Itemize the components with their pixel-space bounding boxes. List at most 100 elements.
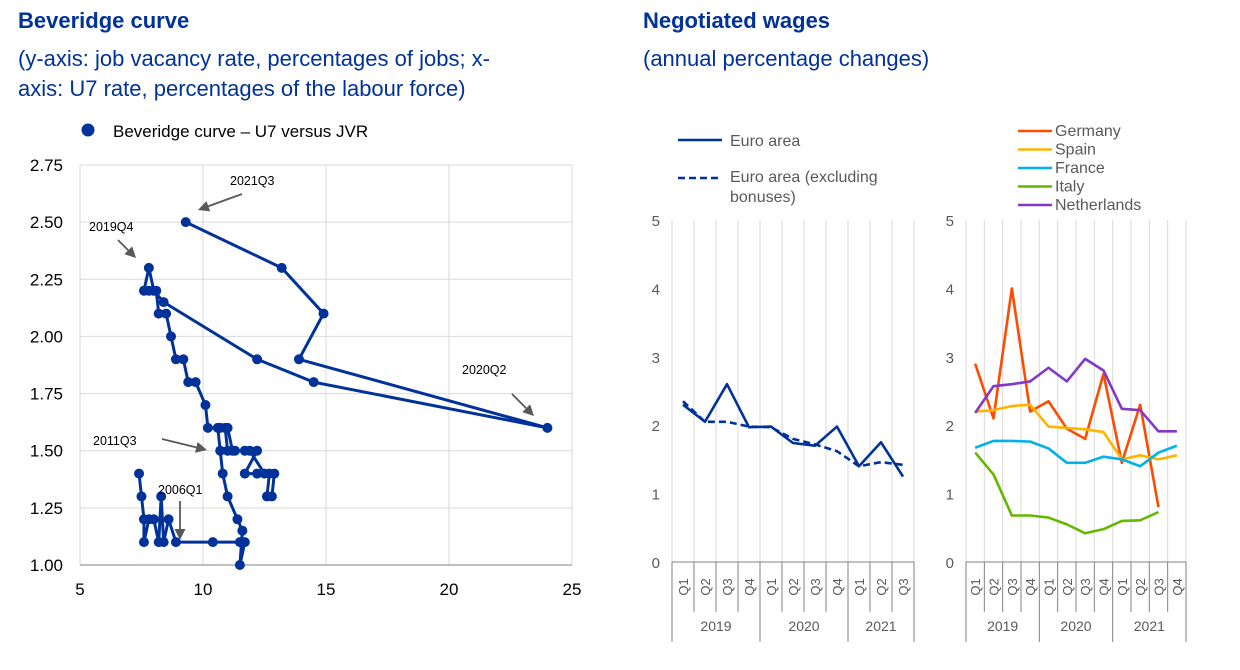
category-label: Q2 bbox=[987, 578, 1002, 595]
legend-label-euro-area: Euro area bbox=[730, 133, 800, 150]
beveridge-point bbox=[239, 537, 250, 548]
category-label: Q2 bbox=[1060, 578, 1075, 595]
beveridge-point bbox=[170, 354, 181, 365]
beveridge-point bbox=[202, 422, 213, 433]
series-line-italy bbox=[974, 451, 1160, 535]
wages-title: Negotiated wages bbox=[643, 8, 831, 33]
beveridge-point bbox=[158, 297, 169, 308]
beveridge-point bbox=[308, 377, 319, 388]
category-label: Q1 bbox=[852, 578, 867, 595]
wages-subtitle: (annual percentage changes) bbox=[643, 46, 930, 71]
annotation-arrow bbox=[208, 193, 243, 208]
series-line-france bbox=[974, 439, 1178, 468]
beveridge-point bbox=[161, 308, 172, 319]
beveridge-point bbox=[180, 217, 191, 228]
beveridge-title: Beveridge curve bbox=[18, 8, 190, 33]
x-tick-label: 20 bbox=[440, 580, 459, 599]
category-label: Q1 bbox=[1115, 578, 1130, 595]
category-label: Q3 bbox=[1005, 578, 1020, 595]
beveridge-point bbox=[143, 262, 154, 273]
y-tick-label: 2.75 bbox=[30, 156, 63, 175]
y-tick-label: 3 bbox=[652, 350, 660, 367]
beveridge-subtitle-line2: axis: U7 rate, percentages of the labour… bbox=[18, 76, 466, 101]
beveridge-point bbox=[178, 354, 189, 365]
y-tick-label: 2 bbox=[652, 418, 660, 435]
category-label: Q2 bbox=[786, 578, 801, 595]
y-tick-label: 4 bbox=[652, 281, 660, 298]
category-label: Q4 bbox=[1097, 578, 1112, 595]
y-tick-label: 1.00 bbox=[30, 556, 63, 575]
annotation-arrowhead bbox=[522, 404, 534, 416]
annotation-arrowhead bbox=[124, 246, 136, 258]
beveridge-point bbox=[190, 377, 201, 388]
beveridge-point bbox=[222, 422, 233, 433]
y-tick-label: 2.50 bbox=[30, 213, 63, 232]
beveridge-point bbox=[215, 422, 226, 433]
annotation-arrow bbox=[161, 438, 197, 449]
beveridge-point bbox=[136, 491, 147, 502]
annotation-arrow bbox=[511, 393, 527, 409]
beveridge-point bbox=[148, 514, 159, 525]
series-line-euro-area bbox=[682, 382, 905, 478]
category-label: Q3 bbox=[1078, 578, 1093, 595]
beveridge-point bbox=[244, 445, 255, 456]
beveridge-point bbox=[234, 560, 245, 570]
y-tick-label: 1.25 bbox=[30, 499, 63, 518]
category-label: Q3 bbox=[808, 578, 823, 595]
legend-marker bbox=[81, 123, 95, 137]
beveridge-point bbox=[239, 468, 250, 479]
beveridge-point bbox=[153, 308, 164, 319]
annotation-label: 2006Q1 bbox=[158, 483, 203, 497]
beveridge-point bbox=[200, 400, 211, 410]
legend-label-france: France bbox=[1055, 160, 1105, 177]
beveridge-point bbox=[252, 354, 263, 365]
category-label: Q4 bbox=[1170, 578, 1185, 595]
beveridge-point bbox=[148, 285, 159, 296]
beveridge-point bbox=[217, 468, 228, 479]
beveridge-point bbox=[222, 491, 233, 502]
category-label: Q3 bbox=[1152, 578, 1167, 595]
y-tick-label: 5 bbox=[652, 213, 660, 230]
beveridge-point bbox=[252, 445, 263, 456]
category-label: Q1 bbox=[968, 578, 983, 595]
x-tick-label: 25 bbox=[563, 580, 582, 599]
x-tick-label: 10 bbox=[194, 580, 213, 599]
y-tick-label: 1.50 bbox=[30, 442, 63, 461]
category-label: Q4 bbox=[830, 578, 845, 595]
beveridge-subtitle-line1: (y-axis: job vacancy rate, percentages o… bbox=[18, 46, 490, 71]
beveridge-point bbox=[166, 331, 177, 342]
series-line-euro-area-excluding-bonuses bbox=[682, 400, 904, 468]
y-tick-label: 2.00 bbox=[30, 327, 63, 346]
annotation-label: 2021Q3 bbox=[230, 174, 275, 188]
beveridge-point bbox=[269, 468, 280, 479]
beveridge-point bbox=[138, 537, 149, 548]
category-label: Q1 bbox=[764, 578, 779, 595]
annotation-arrowhead bbox=[198, 201, 211, 212]
beveridge-point bbox=[227, 445, 238, 456]
year-label: 2019 bbox=[987, 618, 1018, 634]
x-tick-label: 5 bbox=[75, 580, 84, 599]
category-label: Q1 bbox=[1042, 578, 1057, 595]
beveridge-point bbox=[318, 308, 329, 319]
series-line-netherlands bbox=[974, 357, 1177, 433]
legend-label-italy: Italy bbox=[1055, 179, 1084, 196]
year-label: 2021 bbox=[1134, 618, 1165, 634]
beveridge-point bbox=[252, 468, 263, 479]
beveridge-point bbox=[232, 514, 243, 525]
y-tick-label: 0 bbox=[652, 555, 660, 572]
annotation-arrowhead bbox=[195, 442, 207, 453]
legend-label-spain: Spain bbox=[1055, 142, 1096, 159]
y-tick-label: 4 bbox=[946, 281, 954, 298]
year-label: 2021 bbox=[865, 618, 896, 634]
y-tick-label: 1 bbox=[652, 487, 660, 504]
legend-label-netherlands: Netherlands bbox=[1055, 197, 1141, 214]
annotation-arrow bbox=[117, 239, 129, 251]
category-label: Q1 bbox=[676, 578, 691, 595]
beveridge-point bbox=[163, 514, 174, 525]
category-label: Q2 bbox=[698, 578, 713, 595]
y-tick-label: 1 bbox=[946, 487, 954, 504]
legend-label-germany: Germany bbox=[1055, 123, 1121, 140]
category-label: Q4 bbox=[1023, 578, 1038, 595]
beveridge-point bbox=[542, 422, 553, 433]
category-label: Q3 bbox=[896, 578, 911, 595]
